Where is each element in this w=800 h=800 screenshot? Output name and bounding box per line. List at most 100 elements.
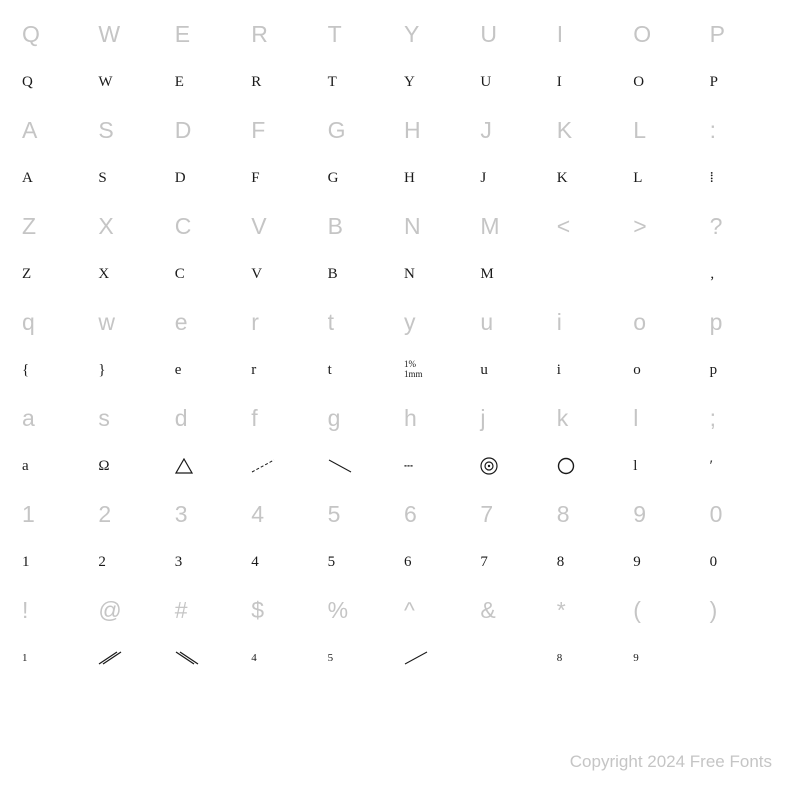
glyph-sample [706,634,782,682]
key-label: C [171,202,247,250]
glyph-sample: ′ [706,442,782,490]
glyph-sample: 4 [247,634,323,682]
key-label: p [706,298,782,346]
key-label: o [629,298,705,346]
key-label: s [94,394,170,442]
glyph-sample: 7 [476,538,552,586]
glyph-sample [476,442,552,490]
key-label: r [247,298,323,346]
glyph-sample: e [171,346,247,394]
key-label: U [476,10,552,58]
glyph-sample: ‚ [706,250,782,298]
key-label: a [18,394,94,442]
key-label: Q [18,10,94,58]
key-label: : [706,106,782,154]
glyph-sample: 2 [94,538,170,586]
glyph-sample [629,250,705,298]
key-label: ( [629,586,705,634]
glyph-sample: 5 [324,538,400,586]
glyph-sample: J [476,154,552,202]
key-label: G [324,106,400,154]
key-label: L [629,106,705,154]
glyph-sample: I [553,58,629,106]
glyph-sample: t [324,346,400,394]
glyph-sample [171,442,247,490]
key-label: # [171,586,247,634]
key-label: i [553,298,629,346]
key-label: y [400,298,476,346]
key-label: 4 [247,490,323,538]
key-label: M [476,202,552,250]
glyph-sample: 1 [18,634,94,682]
key-label: W [94,10,170,58]
key-label: g [324,394,400,442]
glyph-sample [553,250,629,298]
key-label: 8 [553,490,629,538]
key-label: j [476,394,552,442]
key-label: % [324,586,400,634]
glyph-sample: 8 [553,634,629,682]
glyph-sample: V [247,250,323,298]
glyph-sample: A [18,154,94,202]
glyph-sample: p [706,346,782,394]
glyph-sample: Ω [94,442,170,490]
character-map-grid: QWERTYUIOPQWERTYUIOPASDFGHJKL:ASDFGHJKL⁞… [18,10,782,682]
key-label: E [171,10,247,58]
glyph-sample: Q [18,58,94,106]
key-label: D [171,106,247,154]
glyph-sample: F [247,154,323,202]
glyph-sample: M [476,250,552,298]
glyph-sample: ⁞ [706,154,782,202]
key-label: ; [706,394,782,442]
glyph-sample: R [247,58,323,106]
key-label: $ [247,586,323,634]
key-label: u [476,298,552,346]
glyph-sample: D [171,154,247,202]
key-label: * [553,586,629,634]
glyph-sample: o [629,346,705,394]
glyph-sample: 0 [706,538,782,586]
key-label: H [400,106,476,154]
key-label: X [94,202,170,250]
glyph-sample: E [171,58,247,106]
key-label: ? [706,202,782,250]
key-label: K [553,106,629,154]
glyph-sample: u [476,346,552,394]
copyright-notice: Copyright 2024 Free Fonts [570,752,772,772]
glyph-sample: Z [18,250,94,298]
key-label: P [706,10,782,58]
glyph-sample: 5 [324,634,400,682]
glyph-sample [94,634,170,682]
glyph-sample [324,442,400,490]
key-label: ) [706,586,782,634]
key-label: 9 [629,490,705,538]
key-label: V [247,202,323,250]
glyph-sample: 3 [171,538,247,586]
key-label: w [94,298,170,346]
key-label: > [629,202,705,250]
key-label: O [629,10,705,58]
key-label: @ [94,586,170,634]
key-label: d [171,394,247,442]
glyph-sample: U [476,58,552,106]
key-label: S [94,106,170,154]
key-label: J [476,106,552,154]
glyph-sample: l [629,442,705,490]
glyph-sample: } [94,346,170,394]
glyph-sample: 8 [553,538,629,586]
glyph-sample: H [400,154,476,202]
key-label: h [400,394,476,442]
glyph-sample: a [18,442,94,490]
key-label: 2 [94,490,170,538]
glyph-sample: { [18,346,94,394]
key-label: e [171,298,247,346]
key-label: Z [18,202,94,250]
key-label: 5 [324,490,400,538]
key-label: 1 [18,490,94,538]
glyph-sample: O [629,58,705,106]
glyph-sample: r [247,346,323,394]
glyph-sample: T [324,58,400,106]
key-label: k [553,394,629,442]
key-label: ^ [400,586,476,634]
glyph-sample: W [94,58,170,106]
